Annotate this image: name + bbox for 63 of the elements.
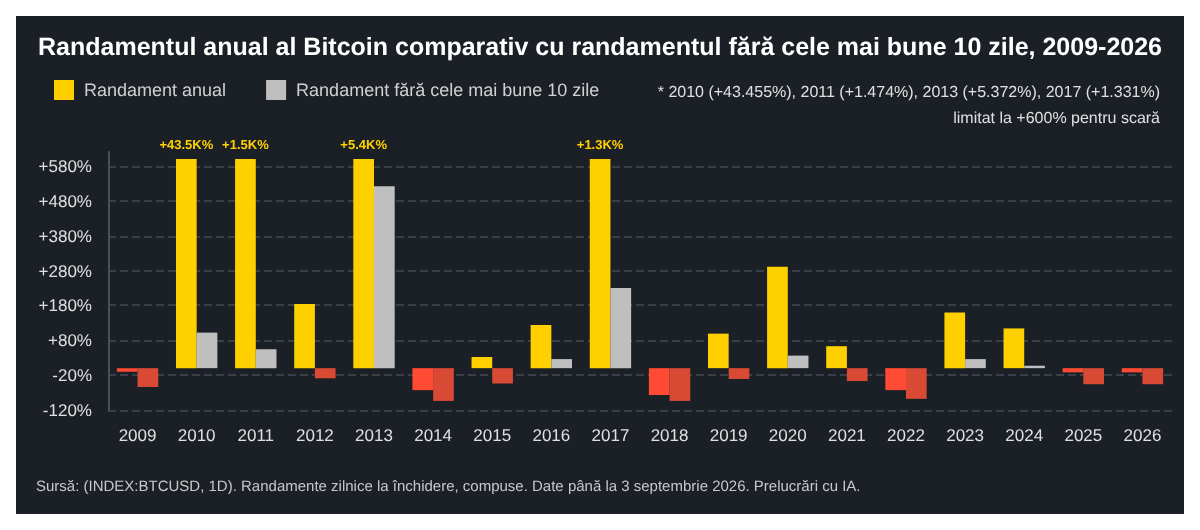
x-tick-label: 2023 xyxy=(946,425,985,445)
bar xyxy=(433,368,454,401)
bar xyxy=(610,287,632,369)
legend-label: Randament anual xyxy=(84,80,227,100)
x-tick-label: 2011 xyxy=(237,425,275,445)
bar xyxy=(137,368,159,387)
bar xyxy=(885,368,906,391)
bar xyxy=(196,332,218,369)
x-tick-label: 2018 xyxy=(650,425,689,445)
bar xyxy=(728,368,750,379)
x-tick-label: 2022 xyxy=(887,425,926,445)
bar xyxy=(826,346,847,369)
x-tick-label: 2017 xyxy=(591,425,630,445)
y-tick-label: -20% xyxy=(52,365,93,386)
y-tick-label: +380% xyxy=(38,225,93,246)
bar xyxy=(1142,368,1164,385)
bar xyxy=(648,368,670,396)
x-tick-label: 2024 xyxy=(1005,425,1044,445)
x-tick-label: 2016 xyxy=(532,425,571,445)
bar xyxy=(669,368,691,401)
y-tick-label: +480% xyxy=(38,190,93,211)
bar xyxy=(707,333,729,369)
y-tick-label: +180% xyxy=(38,295,93,316)
bar xyxy=(353,158,374,369)
bar xyxy=(255,349,277,369)
y-tick-label: +80% xyxy=(48,330,93,351)
x-tick-label: 2010 xyxy=(177,425,217,445)
bar xyxy=(175,158,197,369)
bar xyxy=(294,304,315,369)
bar xyxy=(1083,368,1105,385)
bar xyxy=(965,359,986,369)
x-tick-label: 2014 xyxy=(414,425,453,445)
bar xyxy=(471,357,493,369)
bar xyxy=(846,368,868,382)
x-tick-label: 2026 xyxy=(1123,425,1162,445)
bar xyxy=(589,158,611,369)
x-tick-label: 2015 xyxy=(473,425,512,445)
bar xyxy=(530,324,552,369)
bar xyxy=(787,355,809,369)
bar xyxy=(944,312,966,369)
x-tick-label: 2009 xyxy=(118,425,157,445)
x-tick-label: 2012 xyxy=(295,425,335,445)
bar xyxy=(412,368,434,391)
chart-title: Randamentul anual al Bitcoin comparativ cu randamentul fără cele mai bune 10 zile, 2009-2026 xyxy=(37,33,1163,61)
bar xyxy=(492,368,513,384)
x-tick-label: 2025 xyxy=(1064,425,1103,445)
y-tick-label: +580% xyxy=(38,155,93,176)
bar xyxy=(374,186,395,369)
x-tick-label: 2021 xyxy=(827,425,867,445)
x-tick-label: 2013 xyxy=(355,425,394,445)
x-tick-label: 2019 xyxy=(709,425,749,445)
bar xyxy=(551,359,573,369)
bar xyxy=(1003,328,1025,369)
y-tick-label: +280% xyxy=(38,260,93,281)
bar xyxy=(906,368,927,399)
text: * 2010 (+43.455%), 2011 (+1.474%), 2013 (+5.372%), 2017 (+1.331%) xyxy=(657,83,1161,101)
text: limitat la +600% pentru scară xyxy=(953,109,1162,127)
bar xyxy=(767,266,788,369)
bar xyxy=(314,368,336,379)
bar xyxy=(235,158,256,369)
x-tick-label: 2020 xyxy=(768,425,808,445)
legend-label: Randament fără cele mai bune 10 zile xyxy=(296,80,600,100)
y-tick-label: -120% xyxy=(42,400,93,420)
